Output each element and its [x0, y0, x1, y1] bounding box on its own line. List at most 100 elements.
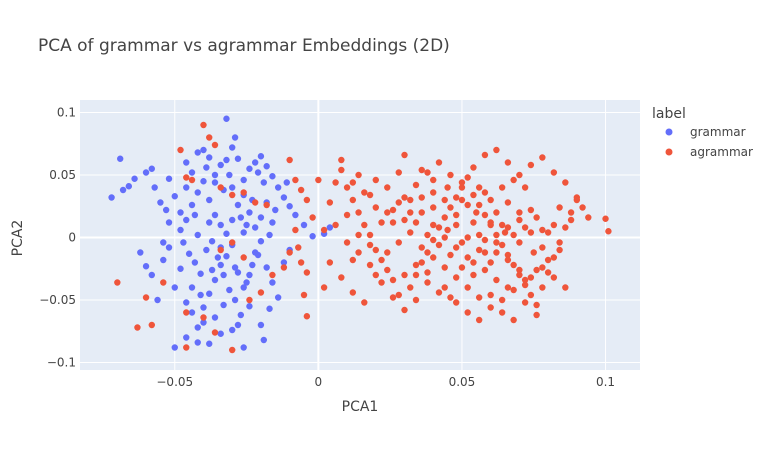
data-point-grammar[interactable]	[229, 216, 236, 224]
data-point-agrammar[interactable]	[384, 184, 391, 191]
data-point-grammar[interactable]	[229, 326, 236, 334]
data-point-agrammar[interactable]	[510, 286, 517, 294]
data-point-agrammar[interactable]	[372, 271, 379, 279]
data-point-agrammar[interactable]	[200, 314, 207, 321]
data-point-agrammar[interactable]	[516, 171, 523, 179]
data-point-agrammar[interactable]	[142, 294, 150, 301]
data-point-grammar[interactable]	[246, 165, 253, 172]
data-point-agrammar[interactable]	[349, 179, 357, 186]
data-point-grammar[interactable]	[257, 153, 265, 160]
data-point-agrammar[interactable]	[470, 271, 477, 279]
data-point-grammar[interactable]	[266, 231, 273, 239]
data-point-agrammar[interactable]	[501, 229, 509, 236]
data-point-grammar[interactable]	[251, 159, 259, 166]
data-point-grammar[interactable]	[237, 214, 245, 221]
data-point-agrammar[interactable]	[458, 179, 466, 186]
data-point-agrammar[interactable]	[407, 284, 414, 291]
data-point-agrammar[interactable]	[447, 171, 454, 179]
data-point-grammar[interactable]	[108, 194, 115, 201]
data-point-agrammar[interactable]	[295, 244, 302, 251]
data-point-agrammar[interactable]	[435, 159, 443, 166]
data-point-agrammar[interactable]	[447, 204, 454, 211]
data-point-agrammar[interactable]	[395, 169, 402, 176]
data-point-agrammar[interactable]	[418, 244, 425, 251]
data-point-grammar[interactable]	[223, 115, 230, 122]
data-point-agrammar[interactable]	[338, 274, 345, 281]
data-point-agrammar[interactable]	[229, 191, 236, 199]
data-point-agrammar[interactable]	[315, 176, 322, 184]
data-point-agrammar[interactable]	[585, 214, 592, 221]
data-point-agrammar[interactable]	[372, 176, 379, 184]
data-point-agrammar[interactable]	[280, 264, 288, 271]
data-point-agrammar[interactable]	[441, 234, 448, 241]
data-point-agrammar[interactable]	[389, 294, 397, 301]
data-point-agrammar[interactable]	[498, 221, 506, 229]
data-point-agrammar[interactable]	[521, 299, 529, 306]
data-point-agrammar[interactable]	[504, 284, 512, 291]
data-point-grammar[interactable]	[188, 169, 196, 176]
data-point-grammar[interactable]	[125, 183, 133, 190]
data-point-agrammar[interactable]	[292, 226, 299, 234]
data-point-agrammar[interactable]	[481, 151, 489, 159]
data-point-agrammar[interactable]	[493, 209, 500, 216]
data-point-grammar[interactable]	[231, 264, 239, 271]
data-point-agrammar[interactable]	[444, 226, 451, 234]
data-point-agrammar[interactable]	[355, 249, 362, 256]
data-point-agrammar[interactable]	[567, 209, 575, 216]
data-point-agrammar[interactable]	[297, 259, 305, 266]
data-point-agrammar[interactable]	[269, 271, 276, 279]
data-point-agrammar[interactable]	[418, 194, 425, 201]
data-point-grammar[interactable]	[183, 159, 190, 166]
data-point-grammar[interactable]	[274, 184, 282, 191]
data-point-agrammar[interactable]	[510, 316, 517, 324]
data-point-agrammar[interactable]	[320, 226, 328, 234]
data-point-agrammar[interactable]	[183, 344, 190, 351]
data-point-grammar[interactable]	[263, 264, 270, 271]
data-point-agrammar[interactable]	[516, 266, 523, 274]
data-point-agrammar[interactable]	[550, 169, 558, 176]
data-point-agrammar[interactable]	[326, 259, 334, 266]
data-point-grammar[interactable]	[117, 155, 124, 162]
data-point-grammar[interactable]	[131, 175, 138, 182]
data-point-agrammar[interactable]	[343, 211, 351, 219]
data-point-grammar[interactable]	[243, 221, 250, 229]
data-point-agrammar[interactable]	[372, 246, 379, 254]
data-point-grammar[interactable]	[154, 296, 161, 304]
data-point-agrammar[interactable]	[556, 239, 563, 246]
data-point-agrammar[interactable]	[343, 184, 351, 191]
data-point-grammar[interactable]	[211, 179, 219, 186]
data-point-agrammar[interactable]	[361, 299, 368, 306]
data-point-agrammar[interactable]	[487, 291, 494, 299]
data-point-agrammar[interactable]	[424, 231, 431, 239]
data-point-agrammar[interactable]	[303, 269, 311, 276]
data-point-agrammar[interactable]	[309, 214, 316, 221]
data-point-grammar[interactable]	[165, 175, 173, 182]
data-point-grammar[interactable]	[194, 149, 201, 156]
data-point-grammar[interactable]	[177, 226, 184, 234]
data-point-grammar[interactable]	[220, 301, 227, 309]
data-point-agrammar[interactable]	[504, 159, 512, 166]
data-point-agrammar[interactable]	[453, 244, 460, 251]
data-point-grammar[interactable]	[243, 279, 250, 286]
data-point-grammar[interactable]	[286, 203, 293, 210]
data-point-grammar[interactable]	[260, 179, 267, 186]
data-point-agrammar[interactable]	[605, 228, 612, 235]
data-point-agrammar[interactable]	[366, 191, 374, 199]
data-point-grammar[interactable]	[246, 271, 253, 279]
data-point-agrammar[interactable]	[217, 246, 224, 254]
data-point-agrammar[interactable]	[470, 259, 477, 266]
data-point-agrammar[interactable]	[504, 224, 512, 231]
data-point-agrammar[interactable]	[183, 174, 190, 181]
data-point-agrammar[interactable]	[533, 301, 540, 309]
data-point-grammar[interactable]	[142, 263, 150, 270]
data-point-agrammar[interactable]	[556, 204, 563, 211]
data-point-agrammar[interactable]	[521, 184, 529, 191]
data-point-grammar[interactable]	[231, 134, 239, 141]
data-point-grammar[interactable]	[283, 179, 290, 186]
data-point-agrammar[interactable]	[430, 176, 437, 184]
data-point-agrammar[interactable]	[453, 274, 460, 281]
data-point-agrammar[interactable]	[389, 276, 397, 284]
data-point-agrammar[interactable]	[384, 209, 391, 216]
data-point-agrammar[interactable]	[378, 219, 385, 226]
data-point-grammar[interactable]	[206, 196, 213, 204]
